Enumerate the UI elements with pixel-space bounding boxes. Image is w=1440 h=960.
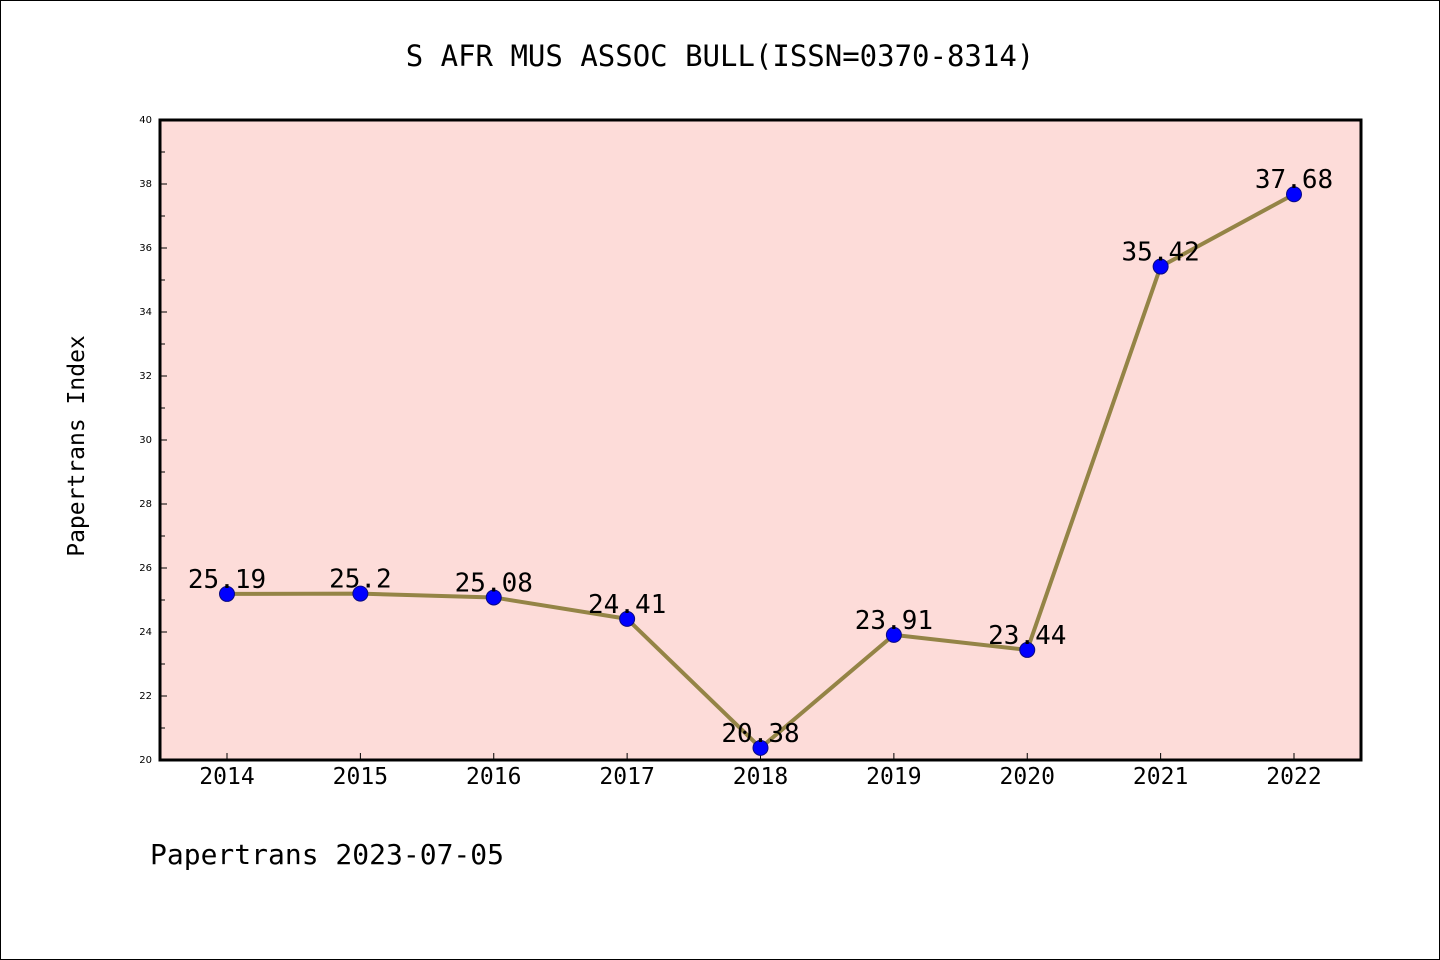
- y-tick-label: 26: [139, 563, 152, 574]
- footer-credit: Papertrans 2023-07-05: [150, 838, 504, 871]
- data-labels: 25.19 25.2 25.08 24.41 20.38 23.91 23.44 35.42 3…: [188, 165, 1333, 749]
- x-axis-ticks: 2014 2015 2016 2017 2018 2019 2020 2021 2022: [199, 753, 1322, 790]
- data-label: 35.42: [1121, 238, 1199, 268]
- y-tick-label: 28: [139, 499, 152, 510]
- data-point-marker: [1286, 186, 1302, 203]
- y-tick-label: 36: [139, 243, 152, 254]
- series-markers: [219, 186, 1302, 756]
- x-tick-label: 2019: [866, 764, 921, 790]
- data-label: 24.41: [588, 590, 666, 620]
- y-tick-label: 32: [139, 371, 152, 382]
- data-point-marker: [1019, 641, 1036, 658]
- data-label: 37.68: [1255, 165, 1333, 195]
- y-tick-label: 20: [139, 755, 152, 766]
- x-tick-label: 2014: [199, 764, 254, 790]
- data-point-marker: [352, 585, 369, 602]
- y-axis-label: Papertrans Index: [64, 335, 90, 557]
- data-point-marker: [219, 585, 235, 602]
- y-tick-label: 22: [139, 691, 152, 702]
- data-label: 25.2: [329, 565, 392, 595]
- x-tick-label: 2017: [599, 764, 654, 790]
- y-axis-ticks: 20 22 24 26 28 30 32 34 36 38 40: [139, 115, 167, 766]
- data-point-marker: [619, 610, 636, 627]
- x-tick-label: 2015: [333, 764, 388, 790]
- data-label: 25.08: [455, 568, 533, 598]
- data-label: 23.44: [988, 621, 1066, 651]
- x-tick-label: 2020: [1000, 764, 1055, 790]
- y-tick-label: 38: [139, 179, 152, 190]
- plot-area: [158, 118, 1363, 762]
- data-label: 23.91: [855, 606, 933, 636]
- x-tick-label: 2018: [733, 764, 788, 790]
- x-tick-label: 2016: [466, 764, 521, 790]
- data-point-marker: [485, 589, 502, 606]
- y-tick-label: 24: [139, 627, 152, 638]
- data-point-marker: [1152, 258, 1169, 275]
- chart-title: S AFR MUS ASSOC BULL(ISSN=0370-8314): [406, 39, 1035, 73]
- y-tick-label: 30: [139, 435, 152, 446]
- y-tick-label: 34: [139, 307, 152, 318]
- data-point-marker: [885, 626, 902, 643]
- y-tick-label: 40: [139, 115, 152, 126]
- data-label: 25.19: [188, 565, 266, 595]
- data-point-marker: [752, 739, 769, 756]
- x-tick-label: 2021: [1133, 764, 1188, 790]
- x-tick-label: 2022: [1266, 764, 1321, 790]
- data-label: 20.38: [721, 719, 799, 749]
